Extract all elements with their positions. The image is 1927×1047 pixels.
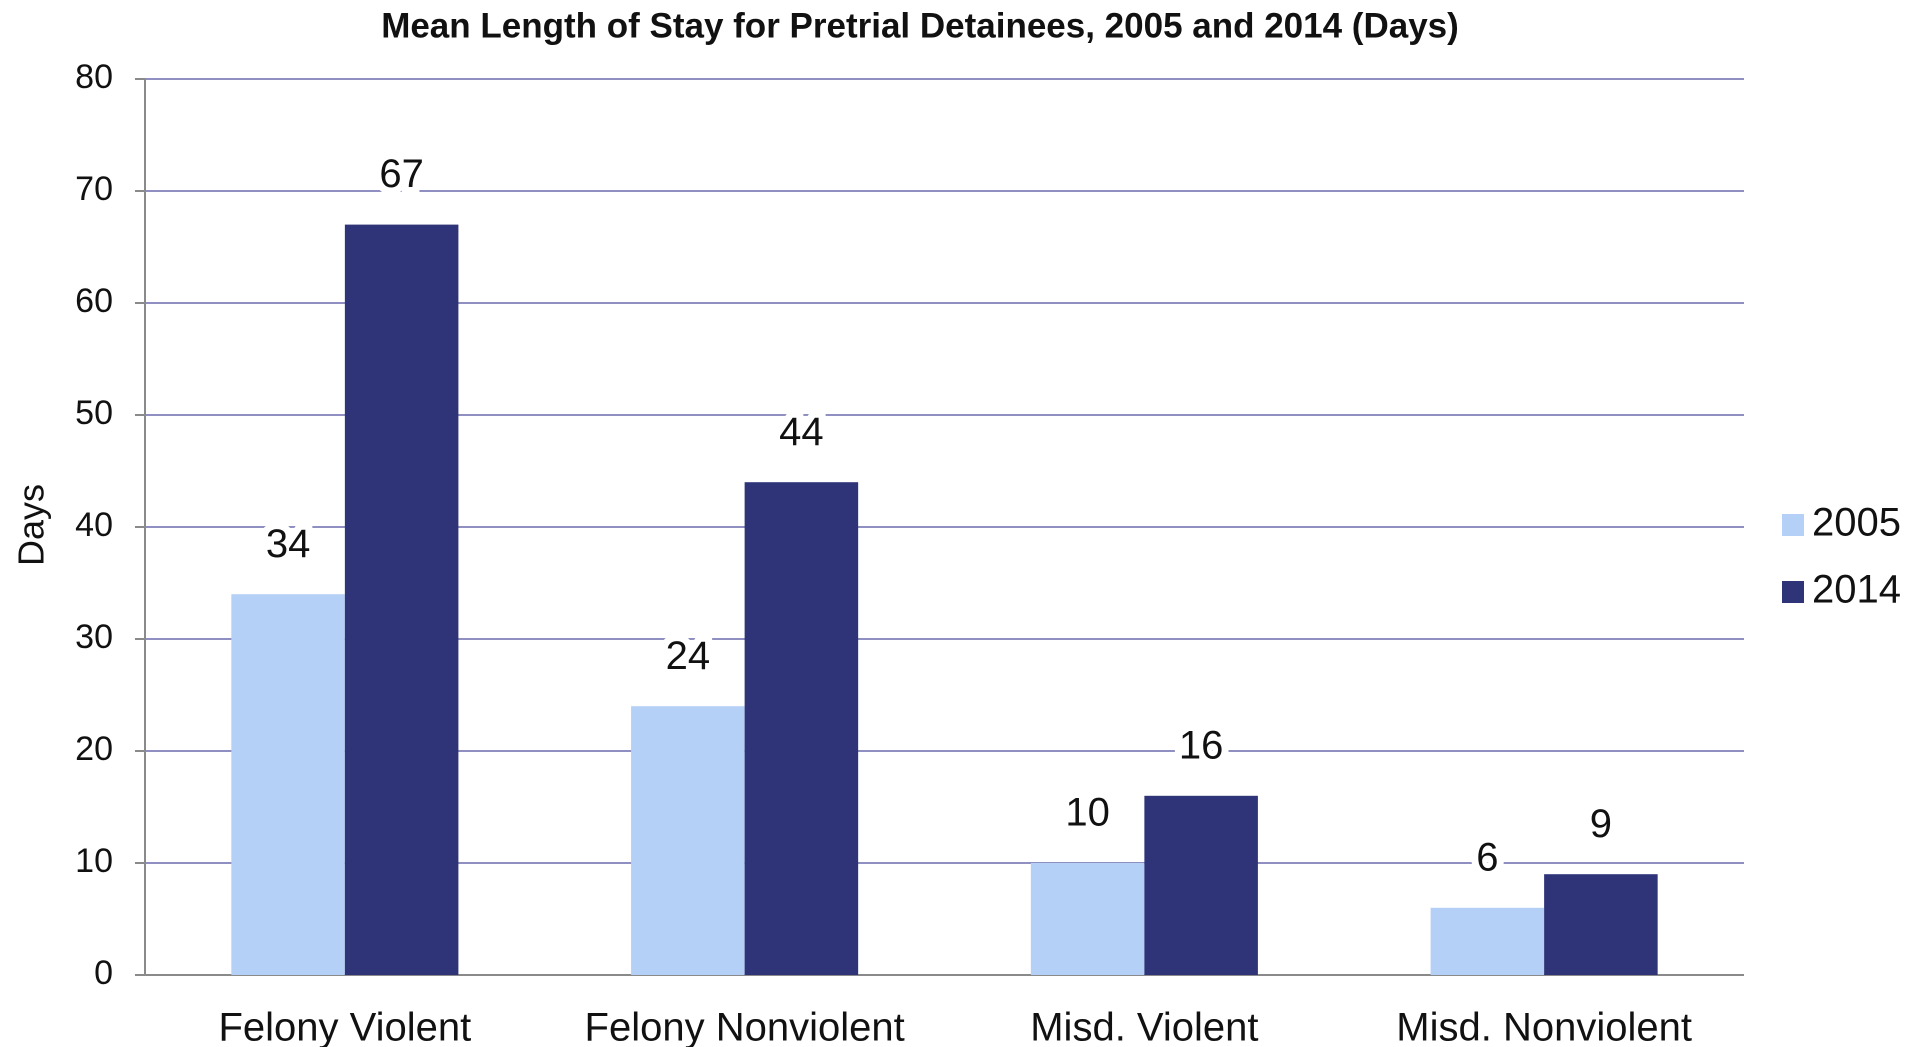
y-tick-label: 20 <box>75 730 113 768</box>
data-label: 16 <box>1179 723 1224 767</box>
bar <box>1030 863 1145 975</box>
y-tick-label: 80 <box>75 58 113 96</box>
x-tick-label: Felony Nonviolent <box>585 1006 905 1047</box>
y-tick-label: 50 <box>75 394 113 432</box>
x-tick-label: Misd. Violent <box>1030 1006 1258 1047</box>
y-tick-label: 0 <box>94 954 113 992</box>
chart-title: Mean Length of Stay for Pretrial Detaine… <box>381 6 1459 45</box>
bar <box>1144 795 1258 975</box>
bar <box>231 594 345 975</box>
legend-label: 2005 <box>1812 501 1901 545</box>
data-label: 44 <box>779 410 824 454</box>
bar <box>1544 874 1658 975</box>
y-tick-label: 30 <box>75 618 113 656</box>
bar <box>744 482 859 975</box>
data-label: 24 <box>666 634 711 678</box>
bar <box>631 706 745 975</box>
y-tick-label: 70 <box>75 170 113 208</box>
legend-label: 2014 <box>1812 568 1901 612</box>
legend-swatch <box>1782 514 1804 536</box>
y-axis-label: Days <box>11 484 52 566</box>
data-label: 34 <box>266 522 311 566</box>
data-label: 67 <box>379 152 424 196</box>
y-tick-label: 60 <box>75 282 113 320</box>
bar <box>344 224 459 976</box>
y-tick-label: 40 <box>75 506 113 544</box>
x-tick-label: Felony Violent <box>218 1006 471 1047</box>
legend-swatch <box>1782 581 1804 603</box>
x-tick-label: Misd. Nonviolent <box>1396 1006 1692 1047</box>
data-label: 6 <box>1476 835 1498 879</box>
bar <box>1430 907 1545 975</box>
data-label: 9 <box>1590 802 1612 846</box>
y-tick-label: 10 <box>75 842 113 880</box>
data-label: 10 <box>1065 791 1110 835</box>
